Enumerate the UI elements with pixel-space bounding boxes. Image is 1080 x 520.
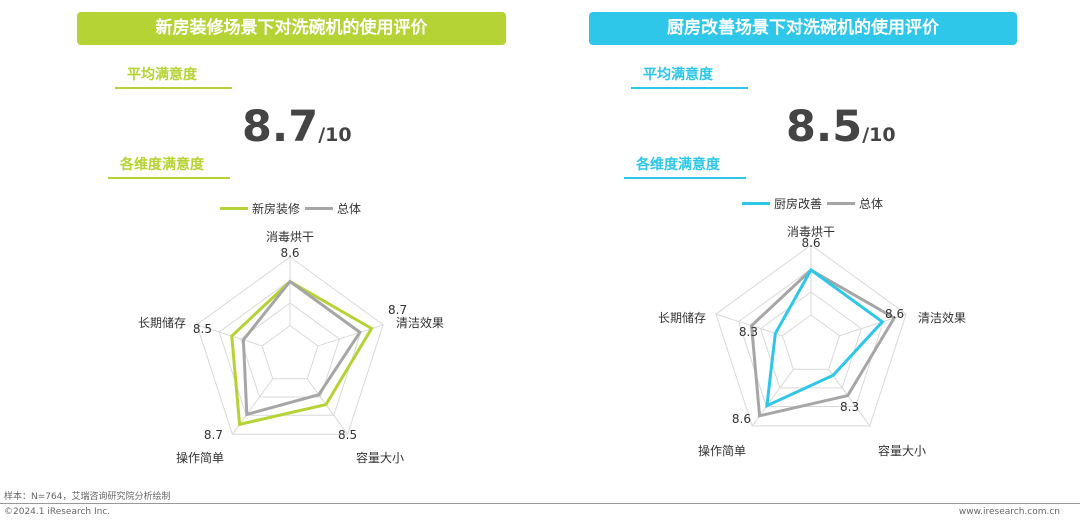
right-legend-swatch-0 <box>742 202 770 205</box>
left-legend-label-0: 新房装修 <box>252 202 301 216</box>
right-legend-swatch-1 <box>827 202 856 205</box>
left-data-label-2: 8.5 <box>338 428 357 442</box>
right-legend: 厨房改善 总体 <box>742 195 888 212</box>
right-panel: 厨房改善场景下对洗碗机的使用评价 平均满意度 8.5/10 各维度满意度 厨房改… <box>540 0 1080 500</box>
left-avg-label: 平均满意度 <box>115 66 232 89</box>
right-spoke-4 <box>715 313 783 337</box>
left-category-label-2: 容量大小 <box>356 450 404 465</box>
left-score: 8.7/10 <box>242 102 352 160</box>
website: www.iresearch.com.cn <box>958 507 1060 517</box>
right-legend-label-1: 总体 <box>859 197 884 211</box>
right-legend-item-0: 厨房改善 <box>742 195 822 212</box>
right-score: 8.5/10 <box>786 102 896 160</box>
copyright: ©2024.1 iResearch Inc. <box>4 507 111 517</box>
right-legend-label-0: 厨房改善 <box>774 197 823 211</box>
left-score-value: 8.7 <box>242 102 319 152</box>
sample-note: 样本：N=764，艾瑞咨询研究院分析绘制 <box>4 492 171 502</box>
left-panel: 新房装修场景下对洗碗机的使用评价 平均满意度 8.7/10 各维度满意度 新房装… <box>0 0 540 500</box>
right-data-label-2: 8.3 <box>840 400 859 414</box>
left-data-label-0: 8.6 <box>280 246 299 260</box>
left-data-label-3: 8.7 <box>204 428 223 442</box>
left-category-label-4: 长期储存 <box>138 315 186 330</box>
left-score-denominator: /10 <box>318 124 352 146</box>
right-legend-item-1: 总体 <box>827 195 883 212</box>
left-data-label-1: 8.7 <box>388 303 407 317</box>
left-grid-ring-0 <box>261 324 319 380</box>
left-category-label-0: 消毒烘干 <box>266 230 314 244</box>
left-title-banner: 新房装修场景下对洗碗机的使用评价 <box>77 12 506 45</box>
right-category-label-2: 容量大小 <box>878 443 926 458</box>
left-series-0 <box>230 279 374 427</box>
left-spoke-4 <box>196 324 263 347</box>
right-category-label-4: 长期储存 <box>658 310 706 325</box>
right-score-denominator: /10 <box>862 124 896 146</box>
right-title-banner: 厨房改善场景下对洗碗机的使用评价 <box>589 12 1017 45</box>
left-legend-swatch-0 <box>220 207 248 210</box>
right-data-label-4: 8.3 <box>739 325 758 339</box>
right-data-label-1: 8.6 <box>885 307 904 321</box>
right-series-1 <box>750 268 897 418</box>
left-category-label-1: 清洁效果 <box>396 315 444 330</box>
left-grid-ring-3 <box>196 256 384 435</box>
right-dim-label: 各维度满意度 <box>624 156 746 179</box>
left-legend-item-0: 新房装修 <box>220 200 300 217</box>
left-category-label-3: 操作简单 <box>176 450 224 465</box>
left-data-label-4: 8.5 <box>193 322 212 336</box>
left-spoke-2 <box>306 378 349 435</box>
right-score-value: 8.5 <box>786 102 863 152</box>
right-spoke-2 <box>828 368 871 427</box>
left-legend: 新房装修 总体 <box>220 200 366 217</box>
left-series-1 <box>241 279 362 417</box>
left-dim-label: 各维度满意度 <box>108 156 230 179</box>
left-legend-item-1: 总体 <box>305 200 361 217</box>
right-grid-ring-1 <box>760 291 862 389</box>
right-category-label-1: 清洁效果 <box>918 310 966 325</box>
footer-divider <box>0 503 1080 504</box>
left-legend-swatch-1 <box>305 207 334 210</box>
right-grid-ring-0 <box>781 314 841 370</box>
right-data-label-3: 8.6 <box>732 412 751 426</box>
right-series-0 <box>765 267 885 409</box>
right-avg-label: 平均满意度 <box>631 66 748 89</box>
right-grid-ring-3 <box>715 244 907 427</box>
right-category-label-0: 消毒烘干 <box>787 225 835 239</box>
right-category-label-3: 操作简单 <box>698 443 746 458</box>
right-data-label-0: 8.6 <box>801 236 820 250</box>
left-legend-label-1: 总体 <box>337 202 362 216</box>
